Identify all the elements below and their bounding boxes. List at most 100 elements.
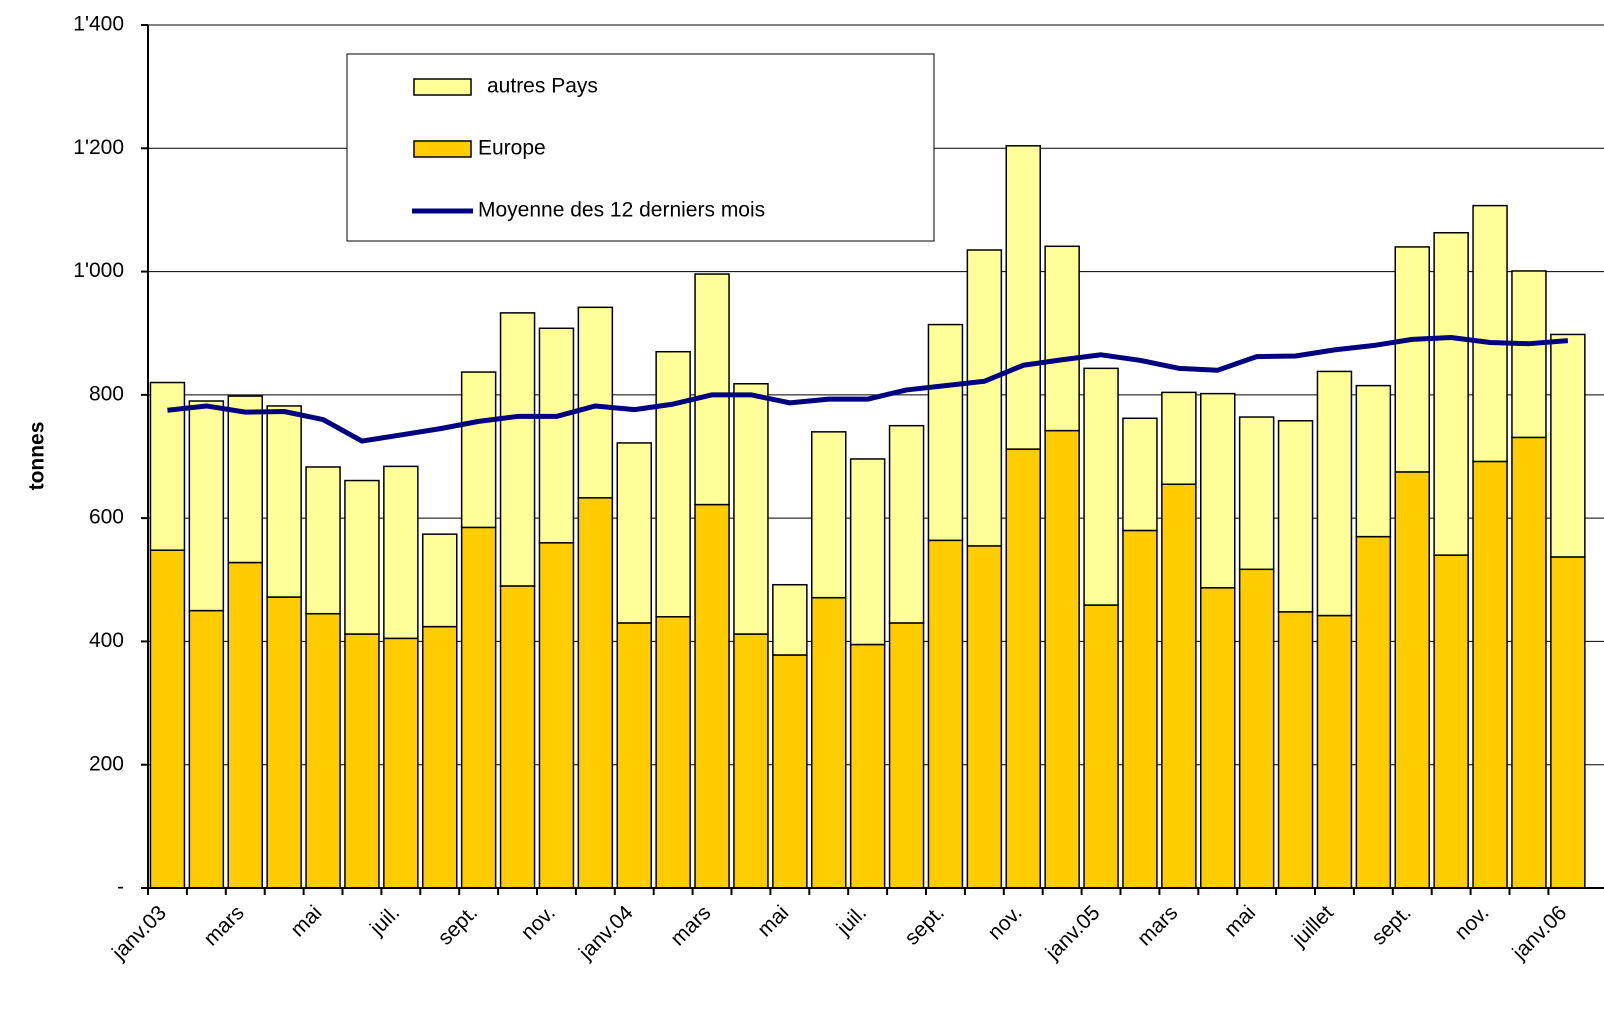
bar bbox=[383, 637, 419, 889]
bar bbox=[888, 622, 925, 889]
x-tick-label: mars bbox=[1133, 901, 1182, 950]
bar bbox=[344, 479, 380, 635]
bar bbox=[460, 526, 497, 889]
x-tick-label: juil. bbox=[365, 901, 404, 940]
y-tick-label: 1'200 bbox=[73, 136, 124, 159]
bar bbox=[733, 383, 769, 635]
x-tick-label: nov. bbox=[517, 901, 560, 944]
bar bbox=[1433, 231, 1469, 556]
bar bbox=[849, 458, 886, 646]
bar bbox=[772, 583, 808, 656]
legend-swatch bbox=[413, 140, 472, 158]
legend-label: autres Pays bbox=[487, 75, 598, 98]
bar bbox=[1044, 429, 1080, 889]
bar bbox=[849, 643, 886, 889]
bar bbox=[1316, 614, 1353, 889]
line bbox=[167, 335, 1569, 444]
bar bbox=[1511, 436, 1547, 889]
x-tick-label: mai bbox=[286, 901, 326, 941]
bar bbox=[1083, 604, 1119, 889]
y-axis-label: tonnes bbox=[26, 422, 49, 491]
bar bbox=[422, 625, 458, 889]
bar bbox=[188, 400, 225, 612]
x-tick-label: janv.05 bbox=[1041, 901, 1105, 965]
bar bbox=[733, 633, 769, 889]
bar bbox=[1161, 391, 1197, 485]
bar bbox=[422, 533, 458, 628]
y-tick-label: 600 bbox=[89, 506, 124, 529]
x-tick-label: juillet bbox=[1287, 901, 1338, 952]
bar bbox=[383, 465, 419, 640]
bar bbox=[499, 585, 536, 889]
bar bbox=[460, 371, 497, 529]
bar bbox=[966, 545, 1003, 889]
bar bbox=[1277, 611, 1314, 889]
x-tick-label: nov. bbox=[1450, 901, 1493, 944]
bar bbox=[1200, 392, 1236, 589]
legend-label: Moyenne des 12 derniers mois bbox=[478, 199, 765, 222]
bar bbox=[1083, 367, 1119, 606]
x-tick-label: mai bbox=[753, 901, 793, 941]
bar bbox=[266, 596, 302, 889]
bar bbox=[305, 466, 341, 615]
x-tick-label: sept. bbox=[434, 901, 482, 949]
bar bbox=[538, 542, 575, 889]
y-tick-label: 1'400 bbox=[73, 13, 124, 36]
bar bbox=[655, 350, 691, 618]
bar bbox=[811, 431, 847, 599]
bar bbox=[1394, 471, 1430, 889]
bar bbox=[1355, 535, 1392, 889]
bar bbox=[616, 442, 652, 624]
bar bbox=[927, 539, 964, 889]
bar bbox=[1161, 483, 1197, 889]
x-tick-label: mars bbox=[199, 901, 248, 950]
bar bbox=[1238, 416, 1275, 571]
bar bbox=[1044, 245, 1080, 432]
bar bbox=[772, 654, 808, 889]
bar bbox=[1005, 145, 1041, 450]
bar bbox=[266, 405, 302, 598]
y-tick-label: 400 bbox=[89, 629, 124, 652]
bar bbox=[1550, 333, 1586, 558]
bar bbox=[1238, 568, 1275, 889]
bar bbox=[1316, 370, 1353, 617]
x-tick-label: sept. bbox=[900, 901, 948, 949]
y-tick-label: - bbox=[117, 876, 124, 899]
bar bbox=[1550, 556, 1586, 889]
x-tick-label: janv.03 bbox=[107, 901, 171, 965]
bar bbox=[655, 616, 691, 889]
bar bbox=[577, 306, 614, 499]
x-tick-label: janv.06 bbox=[1508, 901, 1572, 965]
bar bbox=[616, 622, 652, 889]
x-tick-label: mars bbox=[666, 901, 715, 950]
bar bbox=[149, 549, 186, 889]
bar bbox=[538, 327, 575, 544]
bar bbox=[188, 609, 225, 889]
bar bbox=[1433, 554, 1469, 889]
y-tick-label: 800 bbox=[89, 382, 124, 405]
bar bbox=[227, 395, 263, 564]
bar bbox=[1472, 460, 1508, 889]
bar bbox=[888, 424, 925, 624]
bar bbox=[811, 596, 847, 889]
legend-label: Europe bbox=[478, 137, 546, 160]
bar bbox=[227, 561, 263, 889]
bar bbox=[927, 323, 964, 542]
bar bbox=[305, 612, 341, 889]
bar bbox=[1122, 529, 1158, 889]
x-tick-label: juil. bbox=[832, 901, 871, 940]
y-tick-label: 200 bbox=[89, 752, 124, 775]
bar bbox=[1394, 246, 1430, 473]
bar bbox=[966, 249, 1003, 547]
bar bbox=[694, 503, 730, 889]
bar bbox=[577, 497, 614, 889]
x-tick-label: janv.04 bbox=[574, 901, 638, 965]
bar bbox=[1511, 270, 1547, 439]
bar bbox=[694, 273, 730, 506]
bar bbox=[1005, 448, 1041, 889]
bar bbox=[1122, 417, 1158, 532]
bar bbox=[1277, 419, 1314, 613]
bar bbox=[1472, 204, 1508, 463]
